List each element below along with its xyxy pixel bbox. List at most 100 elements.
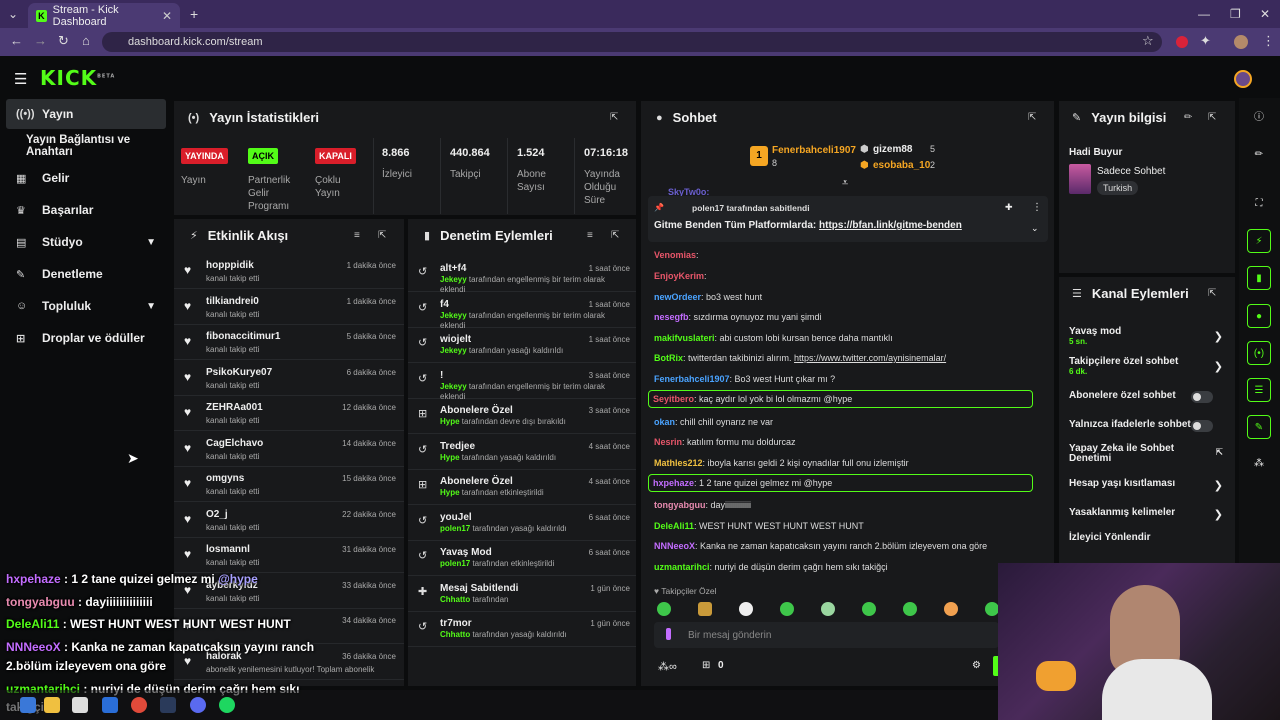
- activity-row[interactable]: ♥ hopppidik kanalı takip etti 1 dakika önce: [174, 253, 404, 289]
- activity-user[interactable]: hopppidik: [206, 260, 254, 271]
- add-widget-icon[interactable]: ⁂: [1254, 458, 1264, 469]
- moderator-name[interactable]: Chhatto: [440, 630, 471, 639]
- activity-user[interactable]: O2_j: [206, 508, 228, 520]
- chat-username[interactable]: EnjoyKerim: [654, 271, 705, 281]
- activity-row[interactable]: ♥ ayberkyldz kanalı takip etti 33 dakika ön…: [174, 573, 404, 609]
- chat-input-box[interactable]: [654, 622, 999, 648]
- sidebar-item-basarilar[interactable]: ♛ Başarılar: [6, 195, 166, 225]
- collapse-icon[interactable]: ⩡: [842, 177, 849, 189]
- account-age-row[interactable]: Hesap yaşı kısıtlaması ❯: [1069, 478, 1229, 492]
- sidebar-item-droplar[interactable]: ⊞ Droplar ve ödüller: [6, 323, 166, 353]
- wrench-icon[interactable]: ✎: [1247, 415, 1271, 439]
- emote-icon[interactable]: [739, 602, 753, 616]
- moderator-name[interactable]: polen17: [440, 523, 471, 533]
- activity-user[interactable]: CagElchavo: [206, 437, 264, 449]
- activity-user[interactable]: PsikoKurye07: [206, 366, 273, 378]
- hamburger-menu-icon[interactable]: ☰: [14, 71, 28, 88]
- slow-mode-row[interactable]: Yavaş mod 5 sn. ❯: [1069, 326, 1229, 346]
- activity-row[interactable]: ♥ omgyns kanalı takip etti 15 dakika önce: [174, 466, 404, 502]
- outlook-icon[interactable]: [102, 697, 118, 713]
- chat-username[interactable]: Seyitbero: [653, 394, 695, 404]
- activity-row[interactable]: ♥ tilkiandrei0 kanalı takip etti 1 dakika ö…: [174, 289, 404, 325]
- tab-close-icon[interactable]: ✕: [161, 8, 172, 23]
- minimize-icon[interactable]: —: [1198, 7, 1210, 21]
- emote-only-toggle[interactable]: [1191, 420, 1213, 432]
- activity-user[interactable]: fibonaccitimur1: [206, 331, 281, 342]
- tab-search-icon[interactable]: ⌄: [8, 7, 19, 21]
- activity-row[interactable]: ♥ 34 dakika önce: [174, 608, 404, 644]
- emote-only-row[interactable]: Yalnızca ifadelerle sohbet: [1069, 419, 1229, 432]
- chat-bubble-icon[interactable]: ●: [1247, 304, 1271, 328]
- chat-username[interactable]: makifvuslateri: [654, 333, 715, 343]
- followers-only-row[interactable]: Takipçilere özel sohbet 6 dk. ❯: [1069, 356, 1229, 376]
- chat-username[interactable]: nesegfb: [654, 312, 689, 322]
- popout-icon[interactable]: ⇱: [1028, 112, 1037, 123]
- chat-username[interactable]: hxpehaze: [653, 478, 695, 488]
- window-close-icon[interactable]: ✕: [1260, 7, 1271, 21]
- sidebar-item-topluluk[interactable]: ☺ Topluluk ▼: [6, 291, 166, 321]
- pencil-icon[interactable]: ✏: [1254, 149, 1264, 160]
- chat-settings-icon[interactable]: ⚙: [972, 660, 981, 671]
- moderation-row[interactable]: ⊞ Abonelere Özel Hype tarafından devre dış…: [408, 399, 636, 434]
- emote-icon[interactable]: [944, 602, 958, 616]
- browser-tab[interactable]: K Stream - Kick Dashboard ✕: [28, 3, 180, 28]
- popout-icon[interactable]: ⇱: [1208, 288, 1217, 299]
- activity-row[interactable]: ♥ PsikoKurye07 kanalı takip etti 6 dakika ö…: [174, 360, 404, 396]
- filter-icon[interactable]: ≡: [354, 230, 360, 241]
- emote-icon[interactable]: [698, 602, 712, 616]
- filter-icon[interactable]: ≡: [587, 230, 593, 241]
- sidebar-item-denetleme[interactable]: ✎ Denetleme: [6, 259, 166, 289]
- top-gifter-name[interactable]: Fenerbahceli1907: [772, 145, 856, 156]
- ai-moderation-row[interactable]: Yapay Zeka ile Sohbet Denetimi ⇱: [1069, 444, 1223, 464]
- new-tab-button[interactable]: +: [190, 6, 199, 22]
- moderator-name[interactable]: Jekeyy: [440, 346, 467, 355]
- moderator-name[interactable]: Chhatto: [440, 594, 471, 604]
- moderation-row[interactable]: ↺ f4 Jekeyy tarafından engellenmiş bir ter…: [408, 293, 636, 330]
- home-icon[interactable]: ⌂: [82, 33, 90, 48]
- moderator-name[interactable]: Hype: [440, 452, 460, 462]
- sidebar-item-stream-key[interactable]: Yayın Bağlantısı ve Anahtarı: [6, 131, 172, 161]
- activity-user[interactable]: losmannl: [206, 544, 250, 555]
- discord-icon[interactable]: [190, 697, 206, 713]
- moderation-row[interactable]: ✚ Mesaj Sabitlendi Chhatto tarafından 1 gün…: [408, 577, 636, 612]
- edit-icon[interactable]: ✏: [1184, 112, 1193, 123]
- chat-username[interactable]: Mathles212: [654, 458, 703, 468]
- activity-row[interactable]: ♥ halorak abonelik yenilemesini kutluyor! …: [174, 644, 404, 680]
- info-icon[interactable]: ⓘ: [1254, 112, 1264, 123]
- broadcast-icon[interactable]: (•): [1247, 341, 1271, 365]
- chat-username[interactable]: Fenerbahceli1907: [654, 374, 730, 384]
- sidebar-item-studyo[interactable]: ▤ Stüdyo ▼: [6, 227, 166, 257]
- chrome-icon[interactable]: [131, 697, 147, 713]
- more-options-icon[interactable]: ⋮: [1032, 202, 1042, 213]
- chat-link[interactable]: https://www.twitter.com/aynisinemalar/: [794, 353, 947, 363]
- send-button[interactable]: [993, 656, 1001, 676]
- sliders-icon[interactable]: ☰: [1247, 378, 1271, 402]
- moderator-name[interactable]: Jekeyy: [440, 275, 467, 284]
- extension-icon[interactable]: [1176, 36, 1188, 48]
- activity-row[interactable]: ♥ losmannl kanalı takip etti 31 dakika önce: [174, 537, 404, 573]
- extensions-puzzle-icon[interactable]: ✦: [1200, 33, 1211, 48]
- maximize-icon[interactable]: ❐: [1230, 7, 1241, 21]
- pinned-link[interactable]: https://bfan.link/gitme-benden: [819, 220, 962, 231]
- chat-username[interactable]: newOrdeer: [654, 292, 702, 302]
- moderator-name[interactable]: Hype: [440, 417, 460, 426]
- fullscreen-icon[interactable]: ⛶: [1255, 198, 1263, 209]
- points-icon[interactable]: ⁂∞: [658, 661, 677, 673]
- emote-icon[interactable]: [657, 602, 671, 616]
- moderator-name[interactable]: Jekeyy: [440, 310, 467, 320]
- emote-icon[interactable]: [903, 602, 917, 616]
- folder-icon[interactable]: [44, 697, 60, 713]
- subscribers-only-row[interactable]: Abonelere özel sohbet: [1069, 390, 1229, 403]
- popout-icon[interactable]: ⇱: [378, 230, 387, 241]
- chat-username[interactable]: DeleAli11: [654, 521, 695, 531]
- spotify-icon[interactable]: [219, 697, 235, 713]
- moderation-row[interactable]: ↺! Jekeyy tarafından engellenmiş bir teri…: [408, 364, 636, 401]
- gift-icon[interactable]: ⊞: [702, 660, 711, 671]
- emote-icon[interactable]: [780, 602, 794, 616]
- activity-row[interactable]: ♥ O2_j kanalı takip etti 22 dakika önce: [174, 502, 404, 538]
- reload-icon[interactable]: ↻: [58, 33, 69, 48]
- activity-user[interactable]: omgyns: [206, 473, 245, 484]
- sidebar-item-gelir[interactable]: ▦ Gelir: [6, 163, 166, 193]
- emote-icon[interactable]: [985, 602, 999, 616]
- steam-icon[interactable]: [160, 697, 176, 713]
